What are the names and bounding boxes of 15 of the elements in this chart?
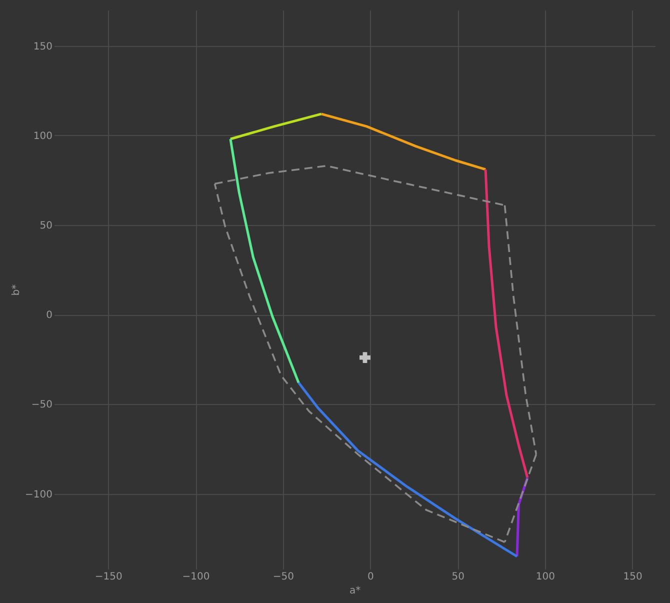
y-tick-label: 0 xyxy=(46,310,52,322)
x-axis-title: a* xyxy=(349,586,361,596)
x-tick-label: 100 xyxy=(536,572,555,582)
y-tick-label: −100 xyxy=(25,489,52,500)
y-tick-label: 150 xyxy=(33,41,52,52)
x-tick-label: 150 xyxy=(623,572,642,582)
y-tick-label: −50 xyxy=(31,400,52,411)
y-tick-label: 100 xyxy=(33,130,52,142)
x-tick-label: 0 xyxy=(368,572,374,582)
x-tick-label: −150 xyxy=(94,572,122,582)
y-tick-label: 50 xyxy=(40,220,52,232)
y-axis-title: b* xyxy=(11,284,22,296)
x-tick-label: −50 xyxy=(272,572,294,582)
x-tick-label: 50 xyxy=(452,572,464,582)
x-tick-label: −100 xyxy=(182,572,210,582)
